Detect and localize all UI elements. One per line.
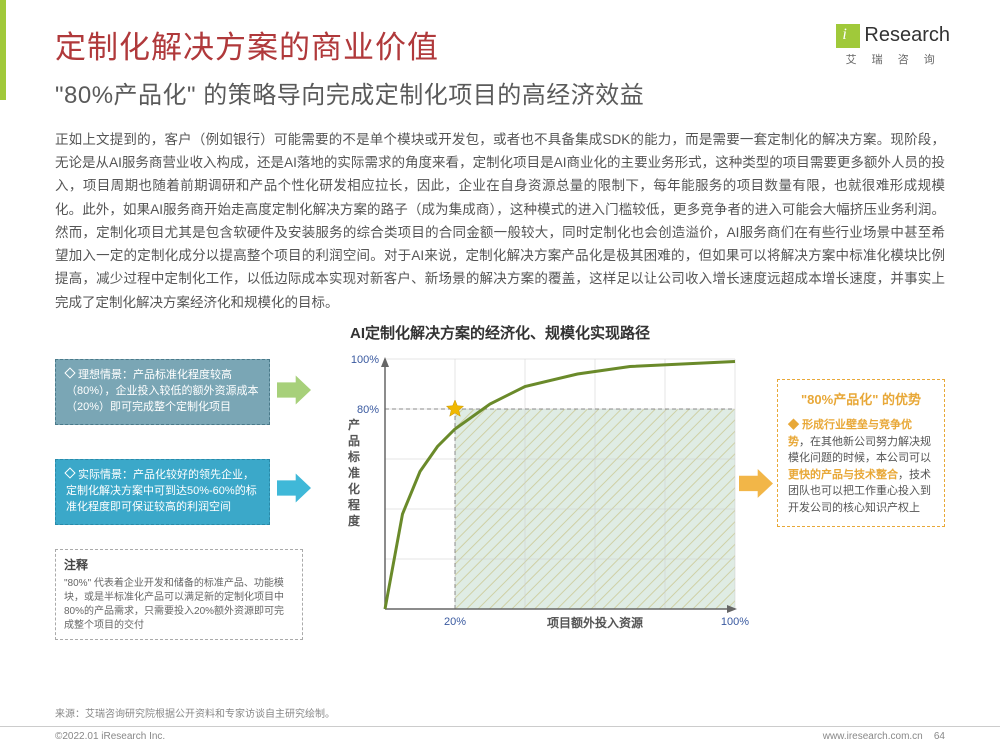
annotation-body: "80%" 代表着企业开发和储备的标准产品、功能模块，或是半标准化产品可以满足新… [64, 577, 294, 633]
annotation-box: 注释 "80%" 代表着企业开发和储备的标准产品、功能模块，或是半标准化产品可以… [55, 549, 303, 640]
body-paragraph: 正如上文提到的，客户（例如银行）可能需要的不是单个模块或开发包，或者也不具备集成… [0, 118, 1000, 320]
logo-subtitle: 艾 瑞 咨 询 [836, 51, 950, 67]
svg-text:80%: 80% [357, 404, 379, 416]
ideal-scenario-box: 理想情景：产品标准化程度较高（80%），企业投入较低的额外资源成本（20%）即可… [55, 359, 270, 425]
svg-text:标: 标 [347, 449, 360, 464]
svg-text:产: 产 [348, 417, 360, 432]
footer-copyright: ©2022.01 iResearch Inc. [55, 731, 165, 742]
svg-text:100%: 100% [721, 616, 749, 628]
standardization-chart: 80% 100% 20% 100% 产品标准化程度项目额外投入资源 [330, 349, 750, 649]
page-number: 64 [934, 731, 945, 742]
logo: Research 艾 瑞 咨 询 [836, 24, 950, 67]
svg-text:化: 化 [348, 481, 360, 496]
chart-title: AI定制化解决方案的经济化、规模化实现路径 [0, 322, 1000, 343]
ideal-scenario-text: 理想情景：产品标准化程度较高（80%），企业投入较低的额外资源成本（20%）即可… [66, 369, 259, 413]
svg-text:度: 度 [348, 513, 361, 528]
diamond-bullet-icon [64, 467, 75, 478]
green-arrow-icon [277, 375, 311, 405]
actual-scenario-text: 实际情景：产品化较好的领先企业，定制化解决方案中可到达50%-60%的标准化程度… [66, 469, 257, 513]
svg-text:品: 品 [348, 434, 360, 448]
page-title: 定制化解决方案的商业价值 [55, 22, 945, 67]
annotation-title: 注释 [64, 556, 294, 573]
header: 定制化解决方案的商业价值 "80%产品化" 的策略导向完成定制化项目的高经济效益… [0, 0, 1000, 118]
svg-text:准: 准 [348, 465, 360, 480]
footer-url: www.iresearch.com.cn [823, 731, 923, 742]
main-content-area: 理想情景：产品标准化程度较高（80%），企业投入较低的额外资源成本（20%）即可… [55, 349, 945, 669]
advantage-hl2: 更快的产品与技术整合 [788, 469, 898, 481]
logo-mark-icon [836, 24, 860, 48]
diamond-bullet-icon [64, 367, 75, 378]
advantage-box: "80%产品化" 的优势 ◆ 形成行业壁垒与竞争优势，在其他新公司努力解决规模化… [777, 379, 945, 528]
svg-text:20%: 20% [444, 616, 466, 628]
page-subtitle: "80%产品化" 的策略导向完成定制化项目的高经济效益 [55, 75, 945, 110]
source-line: 来源：艾瑞咨询研究院根据公开资料和专家访谈自主研究绘制。 [55, 705, 335, 720]
advantage-body1: ，在其他新公司努力解决规模化问题的时候，本公司可以 [788, 436, 931, 465]
svg-text:100%: 100% [351, 354, 379, 366]
advantage-title: "80%产品化" 的优势 [788, 390, 934, 410]
logo-text: Research [864, 24, 950, 47]
actual-scenario-box: 实际情景：产品化较好的领先企业，定制化解决方案中可到达50%-60%的标准化程度… [55, 459, 270, 525]
advantage-body: ◆ 形成行业壁垒与竞争优势，在其他新公司努力解决规模化问题的时候，本公司可以更快… [788, 417, 934, 516]
blue-arrow-icon [277, 473, 311, 503]
footer: ©2022.01 iResearch Inc. www.iresearch.co… [0, 726, 1000, 742]
svg-text:程: 程 [348, 497, 360, 512]
yellow-arrow-icon [739, 469, 773, 499]
svg-text:项目额外投入资源: 项目额外投入资源 [547, 615, 643, 630]
